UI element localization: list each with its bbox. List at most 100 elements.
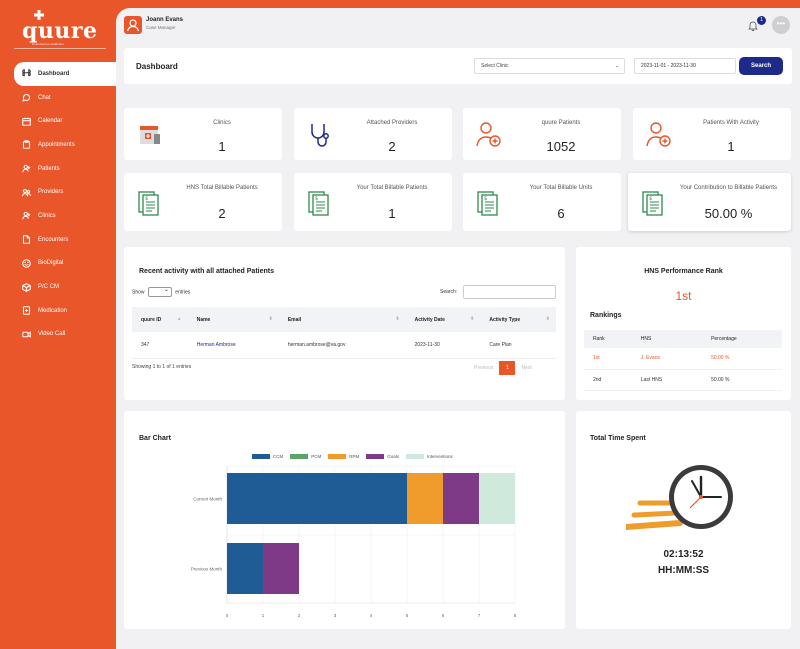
page-1-button[interactable]: 1 <box>499 361 516 375</box>
rank-cell: 50.00 % <box>702 369 782 391</box>
x-tick-label: 2 <box>298 613 301 618</box>
legend-swatch <box>290 454 309 459</box>
rank-cell: 50.00 % <box>702 348 782 370</box>
command-icon <box>22 69 31 77</box>
quure-logo[interactable]: quure Empowering Healthcare <box>20 10 100 46</box>
stat-card-attached-providers: Attached Providers 2 <box>294 108 452 160</box>
column-header[interactable]: Email ⬍ <box>278 307 406 332</box>
sidebar-item-label: Chat <box>38 94 51 101</box>
user-role: Case Manager <box>146 25 176 30</box>
legend-item[interactable]: Goals <box>366 454 399 459</box>
search-button[interactable]: Search <box>739 57 783 75</box>
clipboard-icon <box>22 140 31 150</box>
column-header[interactable]: Name ⬍ <box>187 307 279 332</box>
bar-segment <box>479 473 515 524</box>
rank-row: 2nd Last HNS 50.00 % <box>584 369 782 391</box>
stat-value: 1052 <box>546 139 576 154</box>
avatar[interactable] <box>124 16 142 34</box>
sidebar-item-label: Encounters <box>38 236 69 243</box>
stat-label: Your Contribution to Billable Patients <box>679 185 778 191</box>
rank-cell: 1st <box>584 348 632 370</box>
stat-label: HNS Total Billable Patients <box>186 185 258 191</box>
x-tick-label: 3 <box>334 613 337 618</box>
entries-select[interactable] <box>147 286 172 297</box>
sidebar-item-appointments[interactable]: Appointments <box>14 133 116 157</box>
billing-docs-icon: $ <box>308 191 329 216</box>
logo-wordmark: quure <box>22 18 98 44</box>
stat-card-your-total-billable-patients: $ Your Total Billable Patients 1 <box>294 173 452 231</box>
sidebar-item-label: Patients <box>38 165 60 172</box>
sidebar-item-medication[interactable]: Medication <box>14 299 116 323</box>
legend-label: CCM <box>273 454 284 459</box>
sidebar-item-p-c-cm[interactable]: P/C CM <box>14 275 116 299</box>
sidebar-item-label: Calendar <box>38 118 63 125</box>
sidebar-item-patients[interactable]: Patients <box>14 157 116 181</box>
legend-label: Goals <box>387 454 400 459</box>
column-header-label: Email <box>287 316 302 323</box>
stat-card-your-total-billable-units: $ Your Total Billable Units 6 <box>463 173 621 231</box>
add-patient-icon <box>646 122 671 147</box>
sort-icon: ⬍ <box>268 316 273 322</box>
chevron-down-icon: ⌄ <box>614 63 619 69</box>
sidebar-item-calendar[interactable]: Calendar <box>14 109 116 133</box>
rank-title: HNS Performance Rank <box>644 268 723 275</box>
rankings-title: Rankings <box>590 312 622 319</box>
bar-chart-card: Bar Chart CCM PCM RPM Goals Interventions 0 1… <box>124 411 565 629</box>
stat-label: Clinics <box>213 120 231 126</box>
sidebar-item-encounters[interactable]: Encounters <box>14 228 116 252</box>
sidebar-item-label: Video Call <box>38 331 66 338</box>
next-page-button[interactable]: Next <box>521 365 532 371</box>
bar-segment <box>263 543 299 594</box>
rank-column-header: Percentage <box>702 330 782 348</box>
stat-value: 50.00 % <box>704 206 753 221</box>
table-cell: 347 <box>132 332 188 359</box>
activity-table: quure ID ▲ Name ⬍ Email ⬍ Activity Date ⬍ Activi… <box>132 307 556 359</box>
user-icon <box>126 19 140 32</box>
column-header[interactable]: quure ID ▲ <box>132 307 188 332</box>
stat-label: Your Total Billable Units <box>529 185 593 191</box>
rank-value: 1st <box>675 289 692 303</box>
sidebar-item-biodigital[interactable]: BioDigital <box>14 252 116 276</box>
date-range-input[interactable]: 2023-11-01 - 2023-11-30 <box>634 58 736 74</box>
chat-icon <box>22 94 30 102</box>
rankings-table: Rank HNS Percentage 1st J. Evans 50.00 % 2nd L… <box>584 330 782 391</box>
sidebar-item-video-call[interactable]: Video Call <box>14 323 116 347</box>
clinic-select[interactable]: Select Clinic ⌄ <box>474 58 625 74</box>
legend-item[interactable]: CCM <box>252 454 283 459</box>
sidebar-divider <box>14 48 106 49</box>
more-menu-button[interactable]: ••• <box>772 16 790 34</box>
legend-swatch <box>252 454 270 459</box>
sidebar-item-dashboard[interactable]: Dashboard <box>14 62 116 86</box>
stat-label: Patients With Activity <box>703 120 759 126</box>
patient-name-link[interactable]: Herman Ambrose <box>187 332 279 359</box>
billing-docs-icon: $ <box>477 191 498 216</box>
logo-tagline: Empowering Healthcare <box>32 42 65 46</box>
table-search-input[interactable] <box>463 285 556 299</box>
sidebar-item-providers[interactable]: Providers <box>14 180 116 204</box>
svg-text:$: $ <box>315 196 318 202</box>
x-tick-label: 1 <box>262 613 265 618</box>
rank-cell: Last HNS <box>631 369 703 391</box>
table-search-label: Search: <box>440 289 458 295</box>
bell-icon[interactable] <box>748 20 758 31</box>
column-header[interactable]: Activity Type ⬍ <box>480 307 556 332</box>
sidebar-item-label: Appointments <box>38 141 75 148</box>
legend-label: Interventions <box>427 454 453 459</box>
column-header[interactable]: Activity Date ⬍ <box>405 307 481 332</box>
clock-icon <box>626 465 733 530</box>
stat-label: quure Patients <box>541 120 581 126</box>
sidebar-item-label: Clinics <box>38 212 56 219</box>
legend-item[interactable]: PCM <box>290 454 321 459</box>
sidebar-item-clinics[interactable]: Clinics <box>14 204 116 228</box>
sort-icon: ⬍ <box>470 316 475 322</box>
legend-item[interactable]: Interventions <box>406 454 453 459</box>
calendar-icon <box>22 117 31 126</box>
box-icon <box>22 282 31 292</box>
sidebar-item-chat[interactable]: Chat <box>14 86 116 110</box>
x-tick-label: 8 <box>514 613 517 618</box>
stat-value: 2 <box>388 139 396 154</box>
stat-card-clinics: Clinics 1 <box>124 108 282 160</box>
legend-item[interactable]: RPM <box>328 454 359 459</box>
previous-page-button[interactable]: Previous <box>474 365 494 371</box>
recent-activity-title: Recent activity with all attached Patien… <box>139 268 274 275</box>
